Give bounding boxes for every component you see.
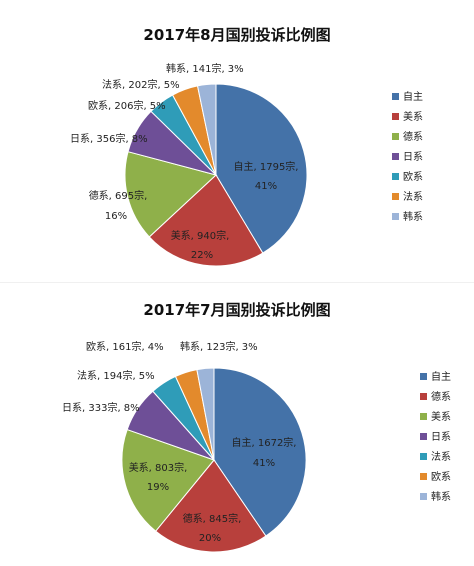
- slice-label: 法系, 194宗, 5%: [77, 369, 155, 382]
- legend-entry: 韩系: [403, 210, 423, 223]
- legend-entry: 美系: [403, 110, 423, 123]
- legend-entry: 美系: [431, 410, 451, 423]
- slice-label: 法系, 202宗, 5%: [102, 78, 180, 91]
- legend-swatch: [392, 113, 399, 120]
- legend-entry: 日系: [431, 431, 451, 443]
- legend-swatch: [392, 193, 399, 200]
- pie-slice-1: [215, 83, 308, 254]
- pie-slice-2: [148, 174, 264, 267]
- chart-title: 2017年8月国别投诉比例图: [143, 26, 330, 44]
- legend-swatch: [420, 473, 427, 480]
- slice-label: 韩系, 123宗, 3%: [180, 340, 258, 353]
- pie-slice-3: [121, 428, 215, 532]
- slice-percent-label: 41%: [255, 181, 277, 192]
- slice-percent-label: 19%: [147, 482, 169, 493]
- pie-slice-2: [154, 459, 267, 553]
- legend-swatch: [420, 393, 427, 400]
- slice-label: 美系, 940宗,: [171, 229, 230, 242]
- slice-label: 韩系, 141宗, 3%: [166, 62, 244, 75]
- legend-entry: 法系: [431, 450, 451, 463]
- legend-swatch: [392, 213, 399, 220]
- legend-swatch: [392, 93, 399, 100]
- pie-chart-july-svg: 2017年7月国别投诉比例图 自主, 1672宗, 41% 德系, 845宗, 20%…: [62, 301, 451, 553]
- slice-label: 日系, 333宗, 8%: [62, 401, 140, 414]
- legend-entry: 日系: [403, 151, 423, 163]
- legend-swatch: [420, 453, 427, 460]
- slice-label: 自主, 1672宗,: [232, 436, 297, 449]
- chart-divider: [0, 282, 474, 283]
- slice-label: 日系, 356宗, 8%: [70, 132, 148, 145]
- legend-entry: 韩系: [431, 490, 451, 503]
- legend-swatch: [392, 133, 399, 140]
- legend-entry: 自主: [403, 90, 423, 103]
- legend-entry: 德系: [431, 390, 451, 403]
- slice-label: 欧系, 206宗, 5%: [88, 99, 166, 112]
- pie-chart-august: 2017年8月国别投诉比例图 自主, 1795宗, 41% 美系, 940宗, 22%…: [70, 26, 423, 267]
- slice-percent-label: 22%: [191, 250, 213, 261]
- legend-swatch: [420, 413, 427, 420]
- pie-slice-1: [213, 367, 307, 537]
- pie-chart-august-svg: 2017年8月国别投诉比例图 自主, 1795宗, 41% 美系, 940宗, 22%…: [70, 26, 423, 267]
- legend-swatch: [420, 433, 427, 440]
- legend-entry: 欧系: [403, 171, 423, 183]
- slice-percent-label: 16%: [105, 211, 127, 222]
- legend-swatch: [420, 493, 427, 500]
- pie-slice-7: [196, 83, 217, 176]
- pie-chart-july: 2017年7月国别投诉比例图 自主, 1672宗, 41% 德系, 845宗, 20%…: [0, 283, 474, 566]
- legend-entry: 自主: [431, 370, 451, 383]
- slice-label: 德系, 845宗,: [183, 512, 242, 525]
- legend-swatch: [420, 373, 427, 380]
- slice-label: 德系, 695宗,: [89, 189, 148, 202]
- legend-entry: 欧系: [431, 471, 451, 483]
- pie-slice-7: [196, 367, 215, 461]
- pie-slice-3: [124, 151, 218, 238]
- slice-percent-label: 20%: [199, 533, 221, 544]
- legend-swatch: [392, 153, 399, 160]
- legend-entry: 德系: [403, 130, 423, 143]
- legend-entry: 法系: [403, 190, 423, 203]
- slice-label: 美系, 803宗,: [129, 461, 188, 474]
- chart-title: 2017年7月国别投诉比例图: [143, 301, 330, 319]
- legend-swatch: [392, 173, 399, 180]
- slice-label: 自主, 1795宗,: [234, 160, 299, 173]
- slice-label: 欧系, 161宗, 4%: [86, 340, 164, 353]
- slice-percent-label: 41%: [253, 458, 275, 469]
